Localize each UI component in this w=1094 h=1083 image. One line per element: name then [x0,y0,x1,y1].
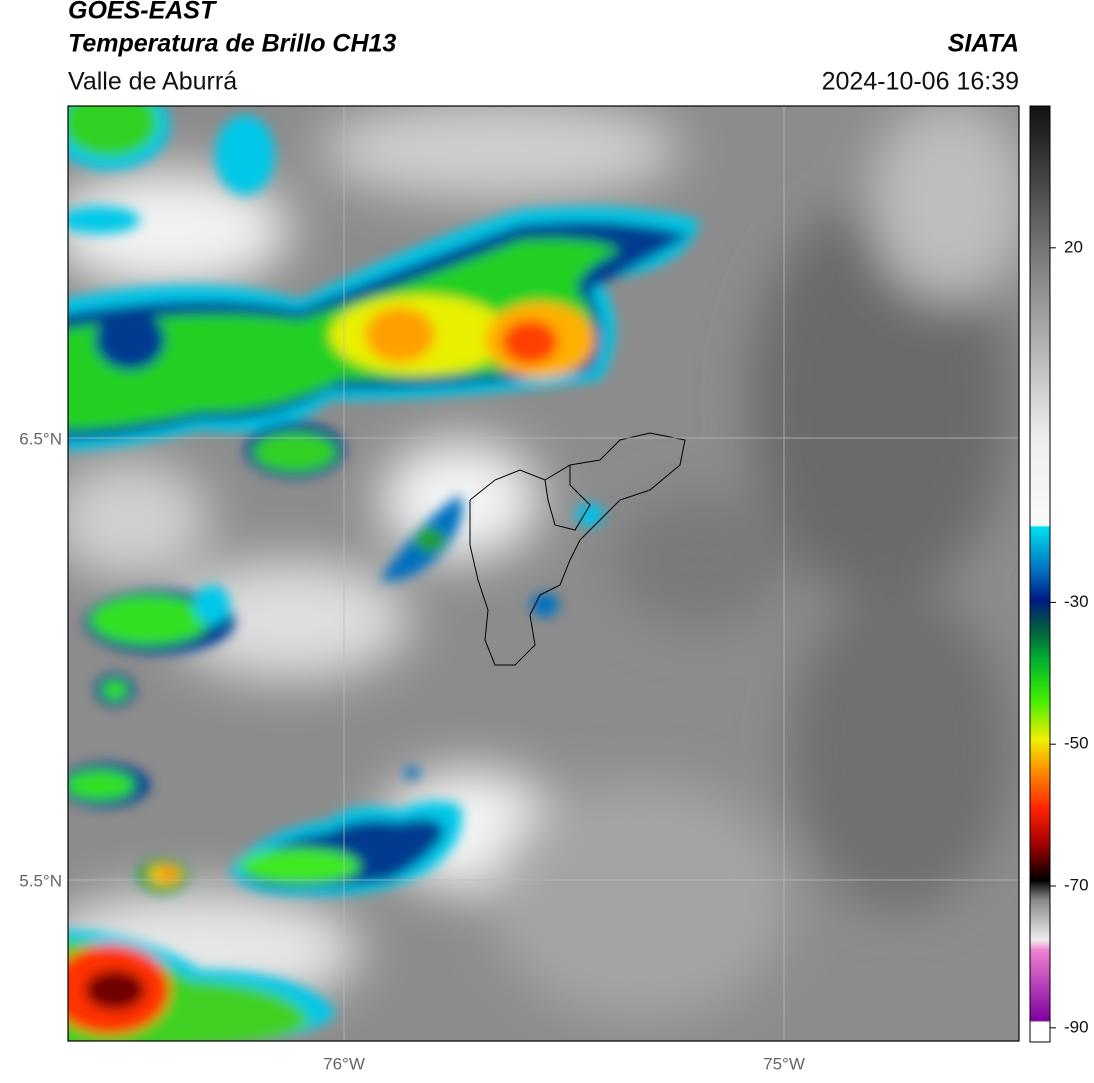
datetime: 2024-10-06 16:39 [822,68,1019,96]
colorbar-tick-label: 20 [1064,237,1083,256]
lon-label: 75°W [763,1054,805,1073]
colorbar-tick-label: -70 [1064,875,1089,894]
title: GOES-EAST [68,0,218,25]
map [68,106,1019,1041]
colorbar-tick-label: -30 [1064,592,1089,611]
valley-outline [544,465,591,531]
cold-clouds [68,106,700,1041]
lat-label: 6.5°N [19,429,62,448]
colorbar-tick-label: -90 [1064,1017,1089,1036]
lat-label: 5.5°N [19,871,62,890]
source: SIATA [948,30,1019,58]
colorbar [1029,105,1051,1043]
valley-outline [469,432,686,666]
colorbar-tick-label: -50 [1064,734,1089,753]
region: Valle de Aburrá [68,68,237,96]
subtitle: Temperatura de Brillo CH13 [68,30,396,58]
map-frame [67,105,1020,1042]
lon-label: 76°W [323,1054,365,1073]
